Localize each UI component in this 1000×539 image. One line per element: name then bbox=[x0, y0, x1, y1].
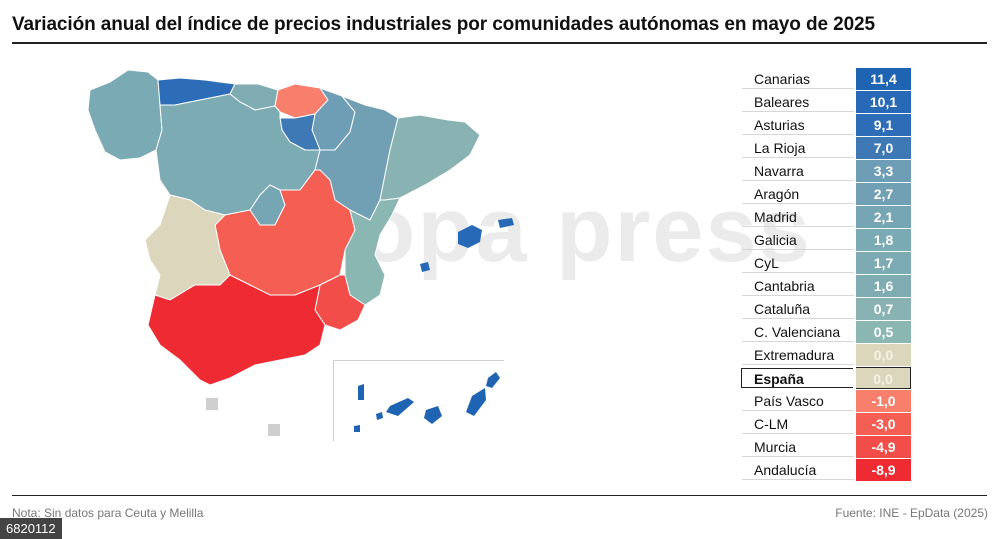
region-name: Aragón bbox=[742, 184, 854, 204]
region-name: Cataluña bbox=[742, 299, 854, 319]
table-row: Cataluña 0,7 bbox=[742, 298, 911, 321]
region-name: CyL bbox=[742, 253, 854, 273]
table-row: Asturias 9,1 bbox=[742, 114, 911, 137]
table-row: Aragón 2,7 bbox=[742, 183, 911, 206]
region-value: -1,0 bbox=[856, 390, 911, 412]
region-c-valenciana bbox=[344, 197, 401, 306]
region-value: 0,5 bbox=[856, 321, 911, 343]
region-canarias-la-palma bbox=[358, 384, 364, 400]
region-name: Madrid bbox=[742, 207, 854, 227]
region-baleares-mallorca bbox=[458, 225, 482, 248]
region-value: 1,6 bbox=[856, 275, 911, 297]
region-value: 2,1 bbox=[856, 206, 911, 228]
region-value: -4,9 bbox=[856, 436, 911, 458]
ceuta-marker bbox=[206, 398, 218, 410]
region-name: España bbox=[741, 368, 853, 388]
table-row: Baleares 10,1 bbox=[742, 91, 911, 114]
region-canarias-lanzarote bbox=[486, 372, 500, 388]
region-name: Murcia bbox=[742, 437, 854, 457]
values-table: Canarias 11,4 Baleares 10,1 Asturias 9,1 La Ri… bbox=[741, 68, 911, 482]
table-row: Andalucía -8,9 bbox=[742, 459, 911, 482]
region-value: 11,4 bbox=[856, 68, 911, 90]
spain-map bbox=[87, 69, 514, 432]
region-value: 2,7 bbox=[856, 183, 911, 205]
region-name: Canarias bbox=[742, 69, 854, 89]
region-canarias-el-hierro bbox=[354, 425, 360, 432]
region-name: Navarra bbox=[742, 161, 854, 181]
footer-note: Nota: Sin datos para Ceuta y Melilla bbox=[12, 506, 204, 520]
table-row: España 0,0 bbox=[741, 367, 911, 390]
region-name: La Rioja bbox=[742, 138, 854, 158]
region-name: Baleares bbox=[742, 92, 854, 112]
region-name: Cantabria bbox=[742, 276, 854, 296]
table-row: País Vasco -1,0 bbox=[742, 390, 911, 413]
region-galicia bbox=[87, 69, 163, 161]
region-canarias-la-gomera bbox=[376, 412, 383, 420]
image-id-tag: 6820112 bbox=[0, 518, 62, 539]
region-value: 0,7 bbox=[856, 298, 911, 320]
region-name: País Vasco bbox=[742, 391, 854, 411]
footer-divider bbox=[12, 495, 987, 496]
region-canarias-tenerife bbox=[386, 398, 414, 416]
region-name: Galicia bbox=[742, 230, 854, 250]
region-value: 1,8 bbox=[856, 229, 911, 251]
region-value: 7,0 bbox=[856, 137, 911, 159]
region-value: 0,0 bbox=[856, 367, 911, 389]
melilla-marker bbox=[268, 424, 280, 436]
table-row: Galicia 1,8 bbox=[742, 229, 911, 252]
table-row: CyL 1,7 bbox=[742, 252, 911, 275]
table-row: Madrid 2,1 bbox=[742, 206, 911, 229]
region-value: -3,0 bbox=[856, 413, 911, 435]
table-row: C-LM -3,0 bbox=[742, 413, 911, 436]
table-row: Canarias 11,4 bbox=[742, 68, 911, 91]
region-value: 9,1 bbox=[856, 114, 911, 136]
table-row: C. Valenciana 0,5 bbox=[742, 321, 911, 344]
region-value: 0,0 bbox=[856, 344, 911, 366]
region-baleares-menorca bbox=[498, 218, 514, 228]
table-row: Cantabria 1,6 bbox=[742, 275, 911, 298]
region-name: Asturias bbox=[742, 115, 854, 135]
region-value: 3,3 bbox=[856, 160, 911, 182]
region-name: Andalucía bbox=[742, 460, 854, 480]
region-name: C. Valenciana bbox=[742, 322, 854, 342]
table-row: La Rioja 7,0 bbox=[742, 137, 911, 160]
region-name: C-LM bbox=[742, 414, 854, 434]
title-divider bbox=[12, 42, 987, 44]
region-andalucia bbox=[147, 274, 326, 386]
table-row: Extremadura 0,0 bbox=[742, 344, 911, 367]
chart-title: Variación anual del índice de precios in… bbox=[12, 14, 875, 35]
region-baleares-ibiza bbox=[420, 262, 430, 272]
region-value: 10,1 bbox=[856, 91, 911, 113]
region-value: 1,7 bbox=[856, 252, 911, 274]
table-row: Navarra 3,3 bbox=[742, 160, 911, 183]
region-name: Extremadura bbox=[742, 345, 854, 365]
region-canarias-gran-canaria bbox=[424, 406, 442, 424]
footer-source: Fuente: INE - EpData (2025) bbox=[835, 506, 988, 520]
region-canarias-fuerteventura bbox=[466, 388, 486, 416]
canarias-inset-frame bbox=[333, 360, 504, 441]
region-cataluna bbox=[379, 114, 481, 201]
region-value: -8,9 bbox=[856, 459, 911, 481]
table-row: Murcia -4,9 bbox=[742, 436, 911, 459]
